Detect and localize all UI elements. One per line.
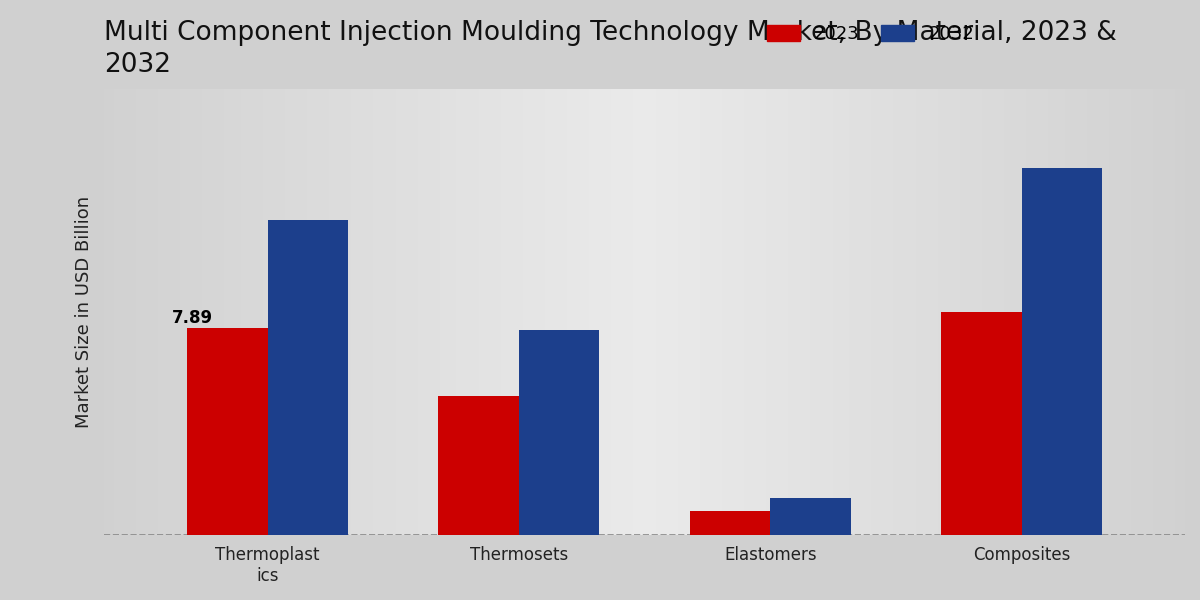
Bar — [518, 331, 599, 535]
Text: Multi Component Injection Moulding Technology Market, By Material, 2023 &
2032: Multi Component Injection Moulding Techn… — [104, 20, 1117, 79]
Bar — [268, 220, 348, 535]
Bar — [438, 396, 518, 535]
Bar — [770, 499, 851, 535]
Bar — [941, 312, 1021, 535]
Legend: 2023, 2032: 2023, 2032 — [760, 18, 982, 50]
Bar — [690, 511, 770, 535]
Text: 7.89: 7.89 — [172, 309, 214, 327]
Bar — [1021, 168, 1102, 535]
Bar — [187, 328, 268, 535]
Y-axis label: Market Size in USD Billion: Market Size in USD Billion — [74, 196, 94, 428]
